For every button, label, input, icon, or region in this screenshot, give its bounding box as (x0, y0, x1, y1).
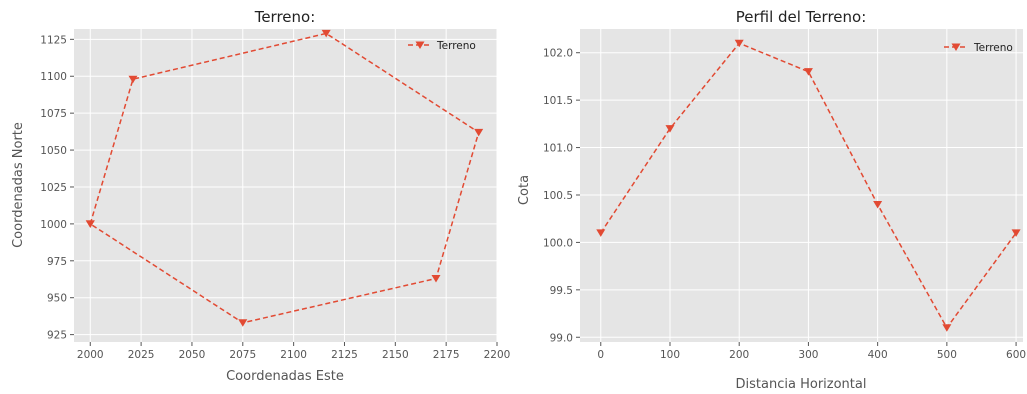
data-point-marker (873, 200, 883, 209)
y-tick-label: 101.0 (543, 143, 573, 155)
y-tick-label: 100.0 (543, 237, 573, 249)
x-tick-label: 2100 (280, 349, 307, 361)
y-axis-label: Cota (517, 175, 532, 205)
x-tick-label: 2175 (433, 349, 460, 361)
x-tick-label: 100 (660, 349, 680, 361)
y-tick-label: 950 (47, 293, 67, 305)
legend: Terreno (408, 40, 476, 52)
x-tick-label: 600 (1006, 349, 1026, 361)
data-point-marker (942, 324, 952, 332)
y-tick-label: 1125 (40, 34, 67, 46)
data-point-marker (321, 29, 331, 38)
data-point-marker (803, 68, 813, 76)
legend: Terreno (944, 42, 1013, 54)
y-tick-label: 100.5 (543, 190, 573, 202)
y-tick-label: 101.5 (543, 95, 573, 107)
chart-title: Terreno: (254, 8, 316, 26)
series-terreno (85, 29, 484, 327)
gridlines (74, 29, 498, 342)
data-point-marker (596, 229, 606, 237)
plot-area (74, 29, 497, 342)
x-axis-label: Coordenadas Este (226, 369, 344, 384)
chart-perfil: 0 100 200 300 400 500 600 99.0 99.5 100.0 100.5 101… (517, 8, 1026, 392)
legend-marker (415, 41, 425, 49)
x-tick-label: 0 (597, 349, 604, 361)
legend-label: Terreno (973, 42, 1013, 54)
data-point-marker (665, 125, 675, 133)
y-tick-label: 975 (47, 256, 67, 268)
x-tick-label: 2000 (77, 349, 104, 361)
x-tick-label: 2125 (331, 349, 358, 361)
y-tick-label: 99.0 (550, 332, 573, 344)
data-point-marker (1011, 229, 1021, 237)
y-tick-label: 1000 (40, 219, 67, 231)
tick-labels: 0 100 200 300 400 500 600 99.0 99.5 100.0 100.5 101… (543, 48, 1026, 361)
x-tick-label: 2025 (128, 349, 155, 361)
y-tick-label: 1050 (40, 145, 67, 157)
y-tick-label: 1025 (40, 182, 67, 194)
legend-marker (951, 43, 961, 51)
x-tick-label: 500 (937, 349, 957, 361)
x-tick-label: 200 (729, 349, 749, 361)
series-terreno (596, 39, 1021, 332)
y-tick-label: 99.5 (550, 285, 573, 297)
plot-area (580, 29, 1023, 342)
y-tick-label: 925 (47, 330, 67, 342)
data-point-marker (128, 75, 138, 84)
data-point-marker (734, 39, 744, 48)
y-tick-label: 1100 (40, 71, 67, 83)
chart-title: Perfil del Terreno: (736, 8, 867, 26)
data-point-marker (238, 319, 248, 327)
legend-label: Terreno (436, 40, 476, 52)
y-tick-label: 102.0 (543, 48, 573, 60)
y-axis-label: Coordenadas Norte (11, 122, 26, 248)
x-tick-label: 300 (798, 349, 818, 361)
x-axis-label: Distancia Horizontal (736, 377, 867, 392)
gridlines (580, 29, 1023, 342)
x-tick-label: 2050 (179, 349, 206, 361)
chart-terreno: 2000 2025 2050 2075 2100 2125 2150 2175 2200 925 9… (11, 8, 510, 384)
x-tick-label: 2200 (484, 349, 511, 361)
x-tick-label: 400 (868, 349, 888, 361)
x-tick-label: 2075 (229, 349, 256, 361)
y-tick-label: 1075 (40, 108, 67, 120)
data-point-marker (431, 275, 441, 283)
x-tick-label: 2150 (382, 349, 409, 361)
tick-labels: 2000 2025 2050 2075 2100 2125 2150 2175 2200 925 9… (40, 34, 510, 361)
data-point-marker (474, 128, 484, 137)
data-point-marker (85, 220, 95, 228)
